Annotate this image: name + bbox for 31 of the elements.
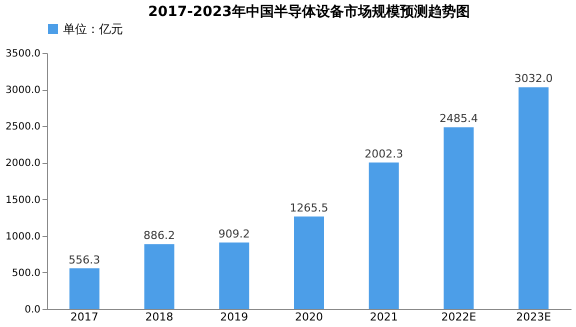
x-tick-label: 2020 [295, 310, 323, 324]
text: 909.2 [218, 228, 250, 240]
bar [368, 162, 399, 309]
bar [144, 244, 174, 309]
y-tick-label: 3000.0 [6, 85, 40, 96]
y-tick-label: 1000.0 [6, 231, 40, 242]
y-tick-label: 0.0 [24, 304, 40, 316]
chart-title: 2017-2023年中国半导体设备市场规模预测趋势图 [148, 3, 470, 20]
y-tick-label: 2500.0 [6, 122, 40, 133]
y-tick-label: 2000.0 [6, 158, 40, 170]
text: 886.2 [144, 229, 176, 242]
x-tick-label: 2018 [145, 310, 174, 324]
bar [444, 127, 474, 309]
x-tick-label: 2019 [220, 310, 248, 324]
text: 1265.5 [290, 201, 328, 214]
legend-label: 单位：亿元 [63, 22, 123, 36]
y-tick-label: 1500.0 [6, 194, 40, 206]
text: 2485.4 [439, 112, 478, 126]
text: 2002.3 [364, 148, 404, 161]
x-tick-label: 2022E [441, 310, 476, 324]
bar [518, 87, 549, 309]
y-tick-label: 3500.0 [6, 48, 40, 60]
bar [294, 216, 324, 309]
x-tick-label: 2023E [516, 310, 552, 324]
x-tick-label: 2017 [70, 310, 98, 324]
bar [69, 268, 100, 309]
text: 556.3 [68, 253, 100, 266]
y-tick-label: 500.0 [12, 268, 40, 279]
x-tick-label: 2021 [370, 310, 398, 324]
text: 3032.0 [514, 72, 553, 86]
bar [219, 242, 250, 309]
